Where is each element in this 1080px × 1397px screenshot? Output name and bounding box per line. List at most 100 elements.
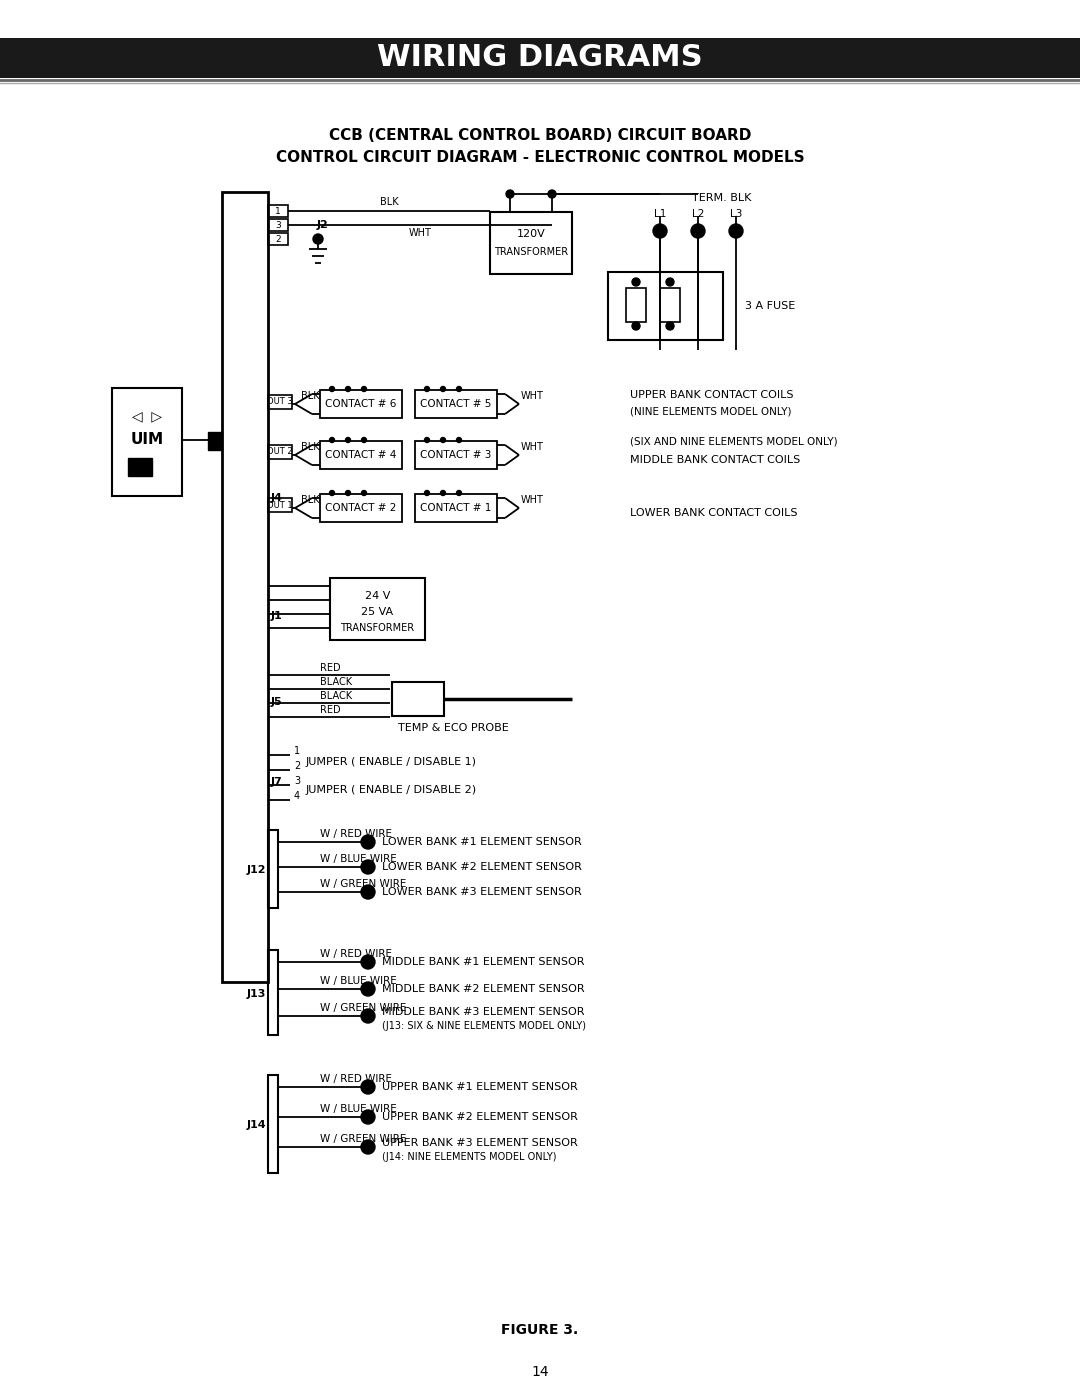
Circle shape (424, 490, 430, 496)
Bar (320, 390, 402, 418)
Bar (268, 497, 292, 511)
Text: JUMPER ( ENABLE / DISABLE 1): JUMPER ( ENABLE / DISABLE 1) (306, 757, 477, 767)
Text: (SIX AND NINE ELEMENTS MODEL ONLY): (SIX AND NINE ELEMENTS MODEL ONLY) (630, 437, 838, 447)
Text: UPPER BANK #2 ELEMENT SENSOR: UPPER BANK #2 ELEMENT SENSOR (382, 1112, 578, 1122)
Text: J14: J14 (246, 1120, 266, 1130)
Text: W / BLUE WIRE: W / BLUE WIRE (320, 854, 396, 863)
Circle shape (361, 1080, 375, 1094)
Bar (0, 38, 1080, 78)
Circle shape (361, 861, 375, 875)
Text: L1: L1 (653, 210, 666, 219)
Text: CONTACT # 4: CONTACT # 4 (325, 450, 396, 460)
Text: J12: J12 (246, 865, 266, 875)
Bar (129, 458, 152, 476)
Bar (415, 390, 497, 418)
Text: CONTACT # 6: CONTACT # 6 (325, 400, 396, 409)
Circle shape (346, 387, 351, 391)
Text: MIDDLE BANK #1 ELEMENT SENSOR: MIDDLE BANK #1 ELEMENT SENSOR (382, 957, 584, 967)
Text: BLACK: BLACK (320, 678, 352, 687)
Bar (268, 830, 278, 908)
Text: J1: J1 (271, 610, 283, 622)
Text: UPPER BANK #3 ELEMENT SENSOR: UPPER BANK #3 ELEMENT SENSOR (382, 1139, 578, 1148)
Circle shape (666, 278, 674, 286)
Bar (415, 495, 497, 522)
Circle shape (441, 437, 446, 443)
Text: L2: L2 (692, 210, 704, 219)
Text: (NINE ELEMENTS MODEL ONLY): (NINE ELEMENTS MODEL ONLY) (630, 407, 792, 416)
Bar (268, 1076, 278, 1173)
Text: CONTACT # 2: CONTACT # 2 (325, 503, 396, 513)
Text: W / GREEN WIRE: W / GREEN WIRE (320, 879, 406, 888)
Text: 2: 2 (294, 761, 300, 771)
Circle shape (729, 224, 743, 237)
Circle shape (457, 490, 461, 496)
Circle shape (457, 437, 461, 443)
Text: BLK: BLK (300, 495, 320, 504)
Text: 1: 1 (275, 207, 281, 215)
Circle shape (424, 387, 430, 391)
Bar (415, 441, 497, 469)
Text: MIDDLE BANK #2 ELEMENT SENSOR: MIDDLE BANK #2 ELEMENT SENSOR (382, 983, 584, 995)
Text: (J13: SIX & NINE ELEMENTS MODEL ONLY): (J13: SIX & NINE ELEMENTS MODEL ONLY) (382, 1021, 586, 1031)
Circle shape (362, 387, 366, 391)
Circle shape (424, 437, 430, 443)
Text: TERM. BLK: TERM. BLK (692, 193, 752, 203)
Text: LOWER BANK #1 ELEMENT SENSOR: LOWER BANK #1 ELEMENT SENSOR (382, 837, 582, 847)
Circle shape (329, 490, 335, 496)
Circle shape (361, 1140, 375, 1154)
Text: W / BLUE WIRE: W / BLUE WIRE (320, 977, 396, 986)
Bar (608, 272, 723, 339)
Circle shape (632, 278, 640, 286)
Bar (330, 578, 426, 640)
Circle shape (666, 321, 674, 330)
Text: W / RED WIRE: W / RED WIRE (320, 949, 392, 958)
Text: RED: RED (320, 664, 340, 673)
Circle shape (361, 982, 375, 996)
Text: MIDDLE BANK CONTACT COILS: MIDDLE BANK CONTACT COILS (630, 455, 800, 465)
Text: TRANSFORMER: TRANSFORMER (494, 247, 568, 257)
Text: 25 VA: 25 VA (362, 608, 393, 617)
Text: UIM: UIM (131, 433, 163, 447)
Text: 1: 1 (294, 746, 300, 756)
Text: W / GREEN WIRE: W / GREEN WIRE (320, 1003, 406, 1013)
Bar (320, 495, 402, 522)
Text: J2: J2 (318, 219, 329, 231)
Text: WHT: WHT (408, 228, 431, 237)
Circle shape (441, 387, 446, 391)
Circle shape (361, 1111, 375, 1125)
Bar (392, 682, 444, 717)
Circle shape (361, 1009, 375, 1023)
Text: BLK: BLK (380, 197, 399, 207)
Text: 14: 14 (531, 1365, 549, 1379)
Text: OUT 2: OUT 2 (267, 447, 293, 457)
Text: 120V: 120V (516, 229, 545, 239)
Text: J5: J5 (271, 697, 283, 707)
Text: 24 V: 24 V (365, 591, 390, 601)
Text: 2: 2 (275, 235, 281, 243)
Bar (626, 288, 646, 321)
Circle shape (329, 437, 335, 443)
Circle shape (653, 224, 667, 237)
Text: L3: L3 (730, 210, 742, 219)
Text: W / BLUE WIRE: W / BLUE WIRE (320, 1104, 396, 1113)
Text: 3: 3 (294, 775, 300, 787)
Text: UPPER BANK CONTACT COILS: UPPER BANK CONTACT COILS (630, 390, 794, 400)
Text: FIGURE 3.: FIGURE 3. (501, 1323, 579, 1337)
Text: WIRING DIAGRAMS: WIRING DIAGRAMS (377, 43, 703, 73)
Circle shape (361, 886, 375, 900)
Circle shape (441, 490, 446, 496)
Text: (J14: NINE ELEMENTS MODEL ONLY): (J14: NINE ELEMENTS MODEL ONLY) (382, 1153, 556, 1162)
Text: ◁  ▷: ◁ ▷ (132, 409, 162, 423)
Bar (112, 388, 183, 496)
Text: 3 A FUSE: 3 A FUSE (745, 300, 795, 312)
Text: MIDDLE BANK #3 ELEMENT SENSOR: MIDDLE BANK #3 ELEMENT SENSOR (382, 1007, 584, 1017)
Bar (268, 205, 288, 217)
Text: J13: J13 (246, 989, 266, 999)
Text: CONTACT # 5: CONTACT # 5 (420, 400, 491, 409)
Bar (490, 212, 572, 274)
Text: WHT: WHT (521, 441, 543, 453)
Text: J4: J4 (271, 493, 283, 503)
Text: 4: 4 (294, 791, 300, 800)
Text: W / GREEN WIRE: W / GREEN WIRE (320, 1134, 406, 1144)
Text: LOWER BANK CONTACT COILS: LOWER BANK CONTACT COILS (630, 509, 797, 518)
